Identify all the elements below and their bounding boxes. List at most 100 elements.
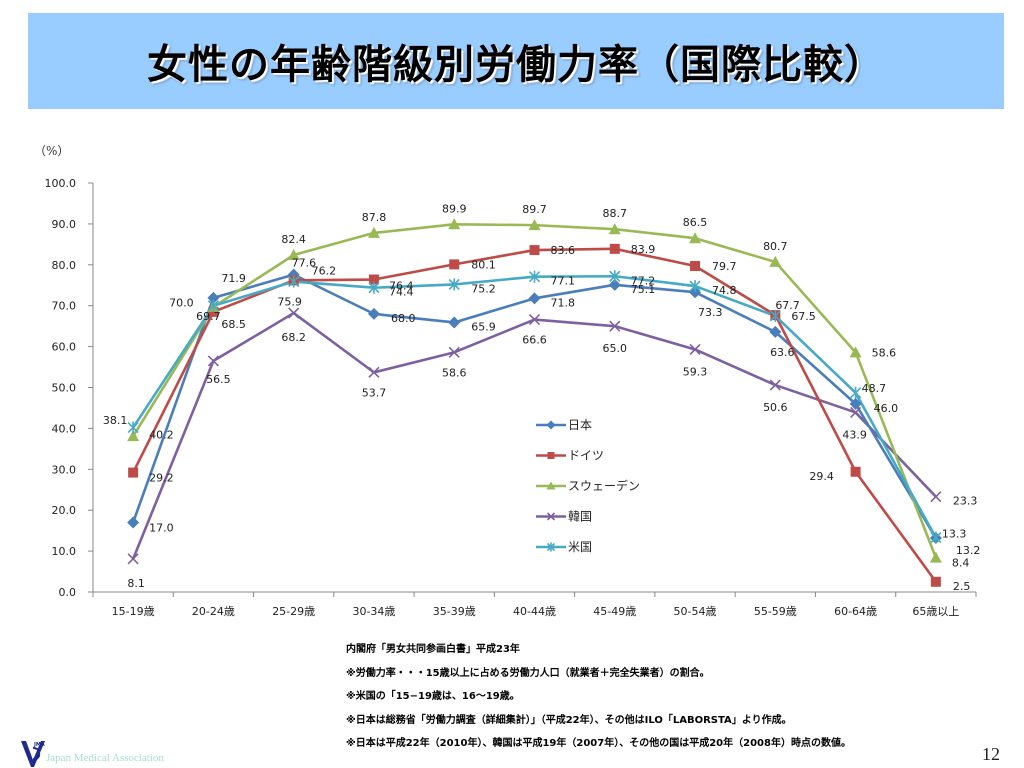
data-label: 2.5 [953,580,971,593]
marker-diamond [608,278,621,291]
marker-x [288,307,300,319]
data-label: 50.6 [763,401,788,414]
y-tick-label: 90.0 [52,218,77,231]
data-label: 66.6 [522,334,547,347]
data-label: 58.6 [442,366,467,379]
data-label: 76.4 [389,280,414,293]
marker-asterisk [850,386,862,399]
marker-asterisk [288,275,300,288]
data-label: 82.4 [281,233,306,246]
data-label: 68.5 [221,318,246,331]
data-label: 67.5 [791,310,816,323]
x-tick-label: 55-59歳 [754,605,797,618]
marker-diamond [207,291,220,304]
legend-label: 韓国 [568,510,592,524]
marker-asterisk [689,280,701,293]
marker-triangle [127,430,140,442]
marker-triangle [367,226,380,238]
marker-asterisk [528,270,541,283]
marker-x [448,346,460,358]
marker-square [368,274,379,285]
series-markers [127,218,942,587]
y-tick-label: 10.0 [52,545,77,558]
data-label: 79.7 [712,260,737,273]
y-tick-label: 70.0 [52,300,77,313]
data-labels: 17.0 71.9 77.6 68.0 65.9 71.8 75.1 73.3 63.6 46.0… [103,202,980,592]
data-label: 17.0 [149,521,174,534]
marker-diamond [448,316,461,329]
data-label: 63.6 [770,346,795,359]
x-tick-label: 30-34歳 [352,605,395,618]
x-tick-label: 65歳以上 [912,605,959,618]
marker-x [689,343,701,356]
data-label: 80.7 [763,240,788,253]
marker-triangle [448,218,461,230]
x-tick-label: 20-24歳 [192,605,235,618]
legend-item: 米国 [536,540,592,554]
marker-asterisk [609,270,621,283]
footnotes: 内閣府「男女共同参画白書」平成23年 ※労働力率・・・15歳以上に占める労働力人… [346,638,851,756]
x-tick-label: 45-49歳 [593,605,636,618]
y-tick-label: 20.0 [52,504,77,517]
marker-triangle [608,223,621,235]
marker-x [769,379,781,391]
data-label: 48.7 [862,382,887,395]
data-label: 74.8 [712,284,737,297]
data-label: 89.7 [522,203,547,216]
data-label: 8.4 [952,557,970,570]
footnote-definition: ※労働力率・・・15歳以上に占める労働力人口（就業者＋完全失業者）の割合。 [346,667,710,679]
footnote-data-source: ※日本は総務省「労働力調査（詳細集計）」（平成22年）、その他はILO「LABO… [346,714,792,726]
marker-triangle [849,346,862,358]
jma-logo-icon: JMA [21,741,45,767]
svg-text:JMA: JMA [33,742,45,748]
marker-asterisk [368,281,380,294]
x-tick-label: 15-19歳 [112,605,155,618]
marker-square [128,467,139,478]
x-tick-label: 50-54歳 [674,605,717,618]
data-label: 88.7 [603,207,628,220]
marker-diamond [367,307,380,320]
title-banner: 女性の年齢階級別労働力率（国際比較） [28,13,1004,109]
marker-diamond [528,292,541,305]
marker-x [609,320,621,332]
data-label: 74.4 [389,286,414,299]
marker-triangle [528,219,541,231]
marker-asterisk [448,278,460,291]
marker-square [850,466,861,477]
footnote-us-age: ※米国の「15−19歳は、16〜19歳。 [346,691,520,702]
x-tick-label: 35-39歳 [433,605,476,618]
data-label: 58.6 [872,346,897,359]
data-label: 73.3 [698,306,723,319]
data-label: 86.5 [683,216,708,229]
chart-axes: 0.0 10.0 20.0 30.0 40.0 50.0 60.0 70.0 80.0 90.0 1… [45,177,977,618]
data-label: 38.1 [103,414,128,427]
marker-triangle [929,551,942,563]
data-label: 43.9 [842,428,867,441]
marker-square [609,243,620,254]
legend-label: 米国 [568,540,592,554]
data-label: 65.9 [471,320,496,333]
page-number: 12 [982,744,1000,764]
marker-square [930,576,941,587]
y-tick-label: 50.0 [52,382,77,395]
marker-x [127,553,139,565]
legend-label: ドイツ [568,449,604,463]
data-label: 13.2 [956,544,981,557]
marker-asterisk [207,299,219,312]
data-label: 83.6 [551,244,576,257]
data-label: 70.0 [169,297,194,310]
data-label: 65.0 [603,342,628,355]
data-label: 68.2 [281,331,306,344]
y-tick-label: 60.0 [52,341,77,354]
x-tick-label: 25-29歳 [272,605,315,618]
data-label: 71.9 [221,272,246,285]
data-label: 69.7 [196,310,221,323]
y-tick-label: 30.0 [52,463,77,476]
legend-item: 韓国 [536,510,592,524]
legend-item: スウェーデン [536,478,640,493]
y-tick-label: 40.0 [52,422,77,435]
marker-square [690,261,701,272]
y-tick-label: 80.0 [52,259,77,272]
line-chart: 0.0 10.0 20.0 30.0 40.0 50.0 60.0 70.0 80.0 90.0 1… [45,177,981,618]
data-label: 77.6 [292,257,317,270]
